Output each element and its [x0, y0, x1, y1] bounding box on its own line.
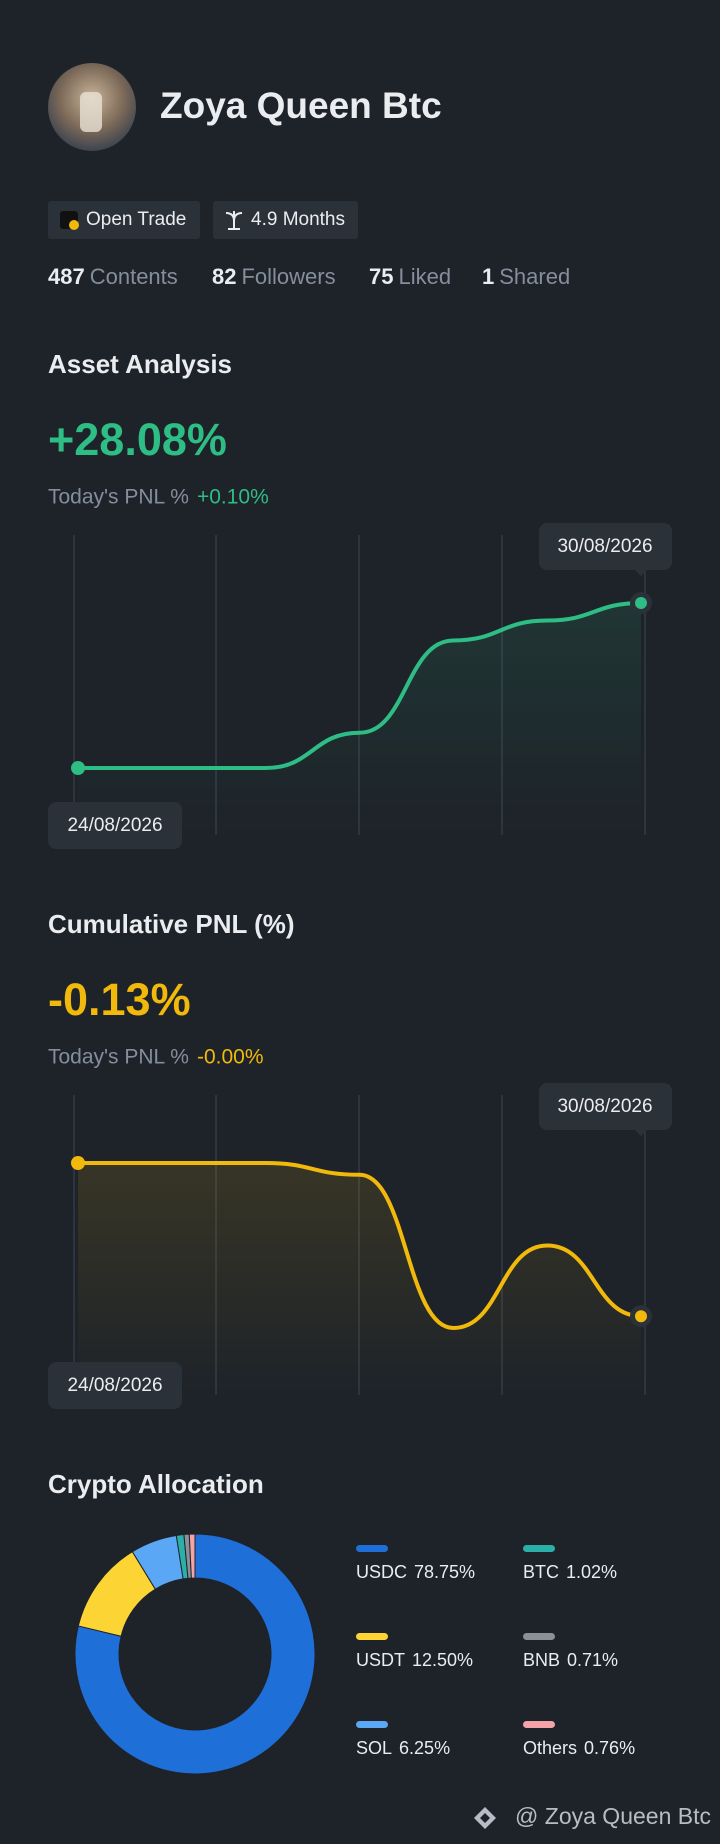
line-area: [78, 603, 641, 835]
badge-label: Open Trade: [86, 209, 186, 230]
tooltip-pointer: [635, 570, 647, 576]
tooltip-pointer: [635, 1130, 647, 1136]
binance-logo: [474, 1807, 496, 1829]
donut-slice: [74, 1533, 316, 1775]
today-label: Today's PNL %: [48, 486, 189, 509]
legend-swatch: [523, 1545, 555, 1552]
date-label: 30/08/2026: [557, 1096, 652, 1117]
legend-label: Others: [523, 1738, 577, 1758]
date-tooltip: [48, 1362, 182, 1409]
legend-swatch: [523, 1633, 555, 1640]
legend-value: 1.02%: [566, 1562, 617, 1582]
date-label: 30/08/2026: [557, 536, 652, 557]
footer-watermark: @ Zoya Queen Btc: [515, 1803, 711, 1829]
stat-count: 487: [48, 264, 85, 289]
date-tooltip: [48, 802, 182, 849]
section-title: Crypto Allocation: [48, 1469, 264, 1499]
legend-label: USDC: [356, 1562, 407, 1582]
legend-swatch: [356, 1721, 388, 1728]
legend-value: 0.71%: [567, 1650, 618, 1670]
line: [76, 1160, 643, 1331]
stat-label: Contents: [90, 264, 178, 289]
profile-name: Zoya Queen Btc: [160, 85, 442, 126]
stat-count: 75: [369, 264, 393, 289]
point: [71, 761, 85, 775]
badge-icon: [225, 211, 243, 230]
headline-value: -0.13%: [48, 974, 191, 1025]
today-value: -0.00%: [197, 1046, 264, 1069]
logo-icon: [474, 1807, 496, 1829]
legend-label: BNB: [523, 1650, 560, 1670]
legend-label: USDT: [356, 1650, 405, 1670]
date-label: 24/08/2026: [67, 1375, 162, 1396]
stat-count: 82: [212, 264, 236, 289]
badge-label: 4.9 Months: [251, 209, 345, 230]
badge-icon: [69, 220, 79, 230]
point: [635, 597, 647, 609]
point: [71, 1156, 85, 1170]
date-label: 24/08/2026: [67, 815, 162, 836]
legend-label: SOL: [356, 1738, 392, 1758]
date-tooltip: [539, 523, 672, 570]
today-label: Today's PNL %: [48, 1046, 189, 1069]
legend-value: 12.50%: [412, 1650, 473, 1670]
stat-count: 1: [482, 264, 494, 289]
line: [76, 601, 643, 771]
line-area: [78, 1163, 641, 1395]
legend-label: BTC: [523, 1562, 559, 1582]
legend-value: 0.76%: [584, 1738, 635, 1758]
headline-value: +28.08%: [48, 414, 227, 465]
point: [635, 1310, 647, 1323]
legend-swatch: [523, 1721, 555, 1728]
legend-value: 6.25%: [399, 1738, 450, 1758]
stat-label: Liked: [398, 264, 451, 289]
avatar-figure: [80, 92, 102, 132]
today-value: +0.10%: [197, 486, 269, 509]
badge: [213, 201, 358, 239]
date-tooltip: [539, 1083, 672, 1130]
legend-swatch: [356, 1545, 388, 1552]
legend-swatch: [356, 1633, 388, 1640]
legend-value: 78.75%: [414, 1562, 475, 1582]
stat-label: Followers: [241, 264, 335, 289]
section-title: Asset Analysis: [48, 349, 232, 379]
stat-label: Shared: [499, 264, 570, 289]
badge: [48, 201, 200, 239]
donut-slice: [188, 1533, 196, 1579]
section-title: Cumulative PNL (%): [48, 909, 295, 939]
